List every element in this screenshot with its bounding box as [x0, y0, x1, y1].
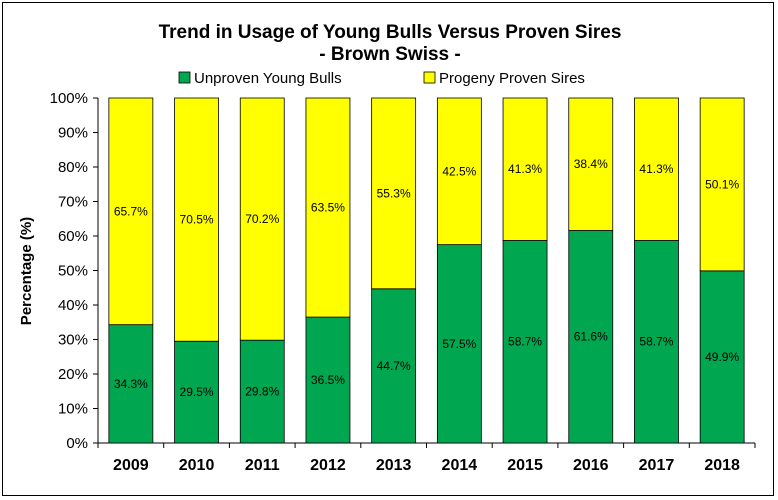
- chart-title: Trend in Usage of Young Bulls Versus Pro…: [159, 22, 622, 43]
- bar-proven-sires-2009: [108, 97, 154, 326]
- y-tick-label: 50%: [58, 263, 88, 280]
- bar-young-bulls-2009: [108, 324, 154, 444]
- y-tick-label: 40%: [58, 297, 88, 314]
- data-label: 38.4%: [574, 157, 608, 171]
- data-label: 36.5%: [311, 373, 345, 387]
- bar-young-bulls-2013: [371, 288, 417, 444]
- chart: Trend in Usage of Young Bulls Versus Pro…: [18, 22, 756, 474]
- bar-young-bulls-2011: [239, 339, 285, 444]
- legend-label-proven-sires: Progeny Proven Sires: [439, 70, 585, 87]
- y-tick-label: 60%: [58, 228, 88, 245]
- y-tick-label: 30%: [58, 332, 88, 349]
- data-label: 50.1%: [705, 177, 739, 191]
- x-tick-label: 2012: [310, 457, 346, 474]
- bar-young-bulls-2012: [305, 316, 351, 444]
- y-tick-label: 100%: [50, 90, 88, 107]
- bar-proven-sires-2018: [699, 97, 745, 272]
- x-tick-label: 2016: [573, 457, 609, 474]
- bar-young-bulls-2017: [634, 240, 679, 444]
- data-label: 70.5%: [180, 213, 214, 227]
- x-tick-label: 2013: [376, 457, 412, 474]
- bar-young-bulls-2015: [502, 240, 548, 444]
- data-label: 61.6%: [574, 330, 608, 344]
- data-label: 63.5%: [311, 201, 345, 215]
- bar-proven-sires-2015: [502, 97, 548, 241]
- legend: Unproven Young Bulls Progeny Proven Sire…: [178, 70, 585, 87]
- bar-proven-sires-2010: [174, 97, 219, 342]
- x-tick-label: 2010: [179, 457, 215, 474]
- data-label: 57.5%: [442, 337, 476, 351]
- data-label: 34.3%: [114, 377, 148, 391]
- data-label: 58.7%: [639, 335, 673, 349]
- y-tick-label: 10%: [58, 401, 88, 418]
- bar-young-bulls-2018: [699, 270, 745, 444]
- data-label: 42.5%: [442, 164, 476, 178]
- data-label: 58.7%: [508, 335, 542, 349]
- data-label: 70.2%: [245, 212, 279, 226]
- y-axis-label: Percentage (%): [18, 217, 35, 325]
- y-tick-label: 20%: [58, 366, 88, 383]
- x-tick-label: 2017: [639, 457, 675, 474]
- y-tick-label: 90%: [58, 125, 88, 142]
- chart-subtitle: - Brown Swiss -: [319, 44, 460, 65]
- legend-swatch-young-bulls: [178, 71, 191, 84]
- data-label: 65.7%: [114, 204, 148, 218]
- x-tick-label: 2015: [507, 457, 543, 474]
- y-tick-label: 80%: [58, 159, 88, 176]
- y-tick-label: 0%: [66, 435, 88, 452]
- data-label: 44.7%: [377, 359, 411, 373]
- bar-young-bulls-2016: [568, 230, 614, 444]
- data-label: 49.9%: [705, 350, 739, 364]
- bar-proven-sires-2016: [568, 97, 614, 231]
- x-tick-label: 2009: [113, 457, 149, 474]
- legend-label-young-bulls: Unproven Young Bulls: [194, 70, 342, 87]
- data-label: 41.3%: [508, 162, 542, 176]
- plot-area: 0% 10% 20% 30% 40% 50% 60% 70% 80% 90% 100% 34.3% 65…: [50, 90, 756, 474]
- x-tick-label: 2011: [245, 457, 280, 474]
- bar-proven-sires-2014: [436, 97, 482, 246]
- y-tick-label: 70%: [58, 194, 88, 211]
- x-tick-label: 2014: [442, 457, 478, 474]
- legend-swatch-proven-sires: [423, 71, 436, 84]
- bar-proven-sires-2017: [634, 97, 679, 241]
- x-tick-label: 2018: [704, 457, 740, 474]
- bar-proven-sires-2013: [371, 97, 417, 290]
- data-label: 29.8%: [245, 385, 279, 399]
- data-label: 41.3%: [639, 162, 673, 176]
- data-label: 29.5%: [180, 385, 214, 399]
- bar-proven-sires-2012: [305, 97, 351, 318]
- bar-proven-sires-2011: [239, 97, 285, 341]
- data-label: 55.3%: [377, 186, 411, 200]
